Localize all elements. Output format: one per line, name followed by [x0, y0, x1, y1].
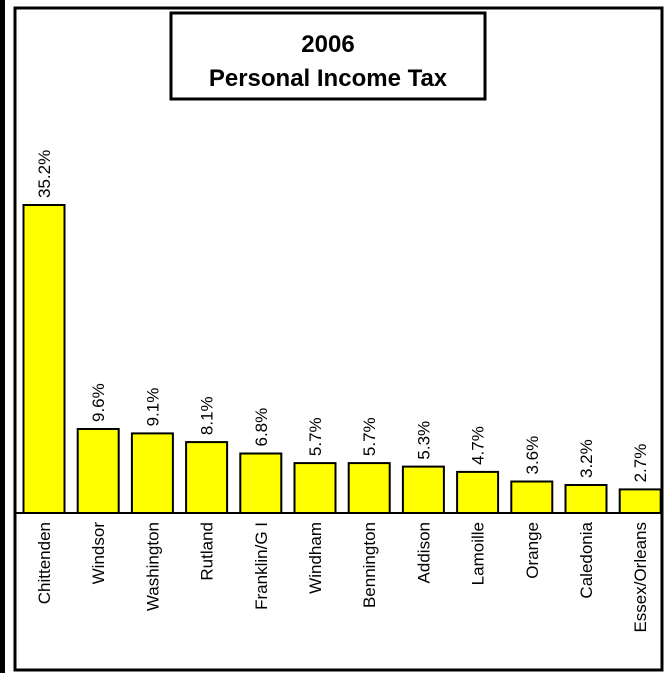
bar-orange [510, 480, 554, 514]
category-label: Essex/Orleans [631, 522, 650, 633]
left-edge-strip [0, 0, 5, 673]
value-label: 9.6% [89, 383, 108, 422]
title-box-border [169, 11, 487, 101]
bar-windsor [76, 428, 120, 514]
bar-essex-orleans [618, 488, 662, 514]
bar-windham [293, 462, 337, 515]
value-labels: 35.2% 9.6% 9.1% 8.1% 6.8% 5.7% 5.7% 5.3% 4.7% 3.6… [35, 150, 650, 483]
bar-franklin-g-i [239, 452, 283, 514]
category-label: Franklin/G I [252, 522, 271, 610]
value-label: 3.6% [523, 436, 542, 475]
bar-chittenden [22, 204, 66, 514]
bar-series [22, 204, 662, 515]
bar-addison [401, 465, 445, 515]
bar-caledonia [564, 484, 608, 514]
value-label: 35.2% [35, 150, 54, 198]
category-labels: Chittenden Windsor Washington Rutland Frankl… [35, 521, 650, 632]
value-label: 9.1% [143, 388, 162, 427]
value-label: 6.8% [252, 408, 271, 447]
category-label: Washington [143, 522, 162, 611]
chart-title-year: 2006 [301, 31, 354, 58]
bar-bennington [347, 462, 391, 515]
category-label: Caledonia [577, 521, 596, 598]
category-label: Windham [306, 522, 325, 594]
category-label: Chittenden [35, 522, 54, 604]
value-label: 2.7% [631, 444, 650, 483]
category-label: Bennington [360, 522, 379, 608]
category-label: Lamoille [469, 522, 488, 585]
value-label: 3.2% [577, 439, 596, 478]
bar-lamoille [456, 470, 500, 514]
value-label: 5.3% [414, 421, 433, 460]
value-label: 4.7% [469, 426, 488, 465]
value-label: 5.7% [360, 417, 379, 456]
bar-washington [130, 432, 174, 514]
value-label: 8.1% [198, 396, 217, 435]
chart-frame [13, 6, 664, 672]
category-label: Rutland [198, 522, 217, 581]
title-box: 2006 Personal Income Tax [169, 11, 487, 101]
category-label: Orange [523, 522, 542, 579]
category-label: Windsor [89, 522, 108, 585]
bar-rutland [185, 441, 229, 515]
chart-title-subject: Personal Income Tax [209, 65, 448, 92]
category-label: Addison [414, 522, 433, 583]
value-label: 5.7% [306, 417, 325, 456]
